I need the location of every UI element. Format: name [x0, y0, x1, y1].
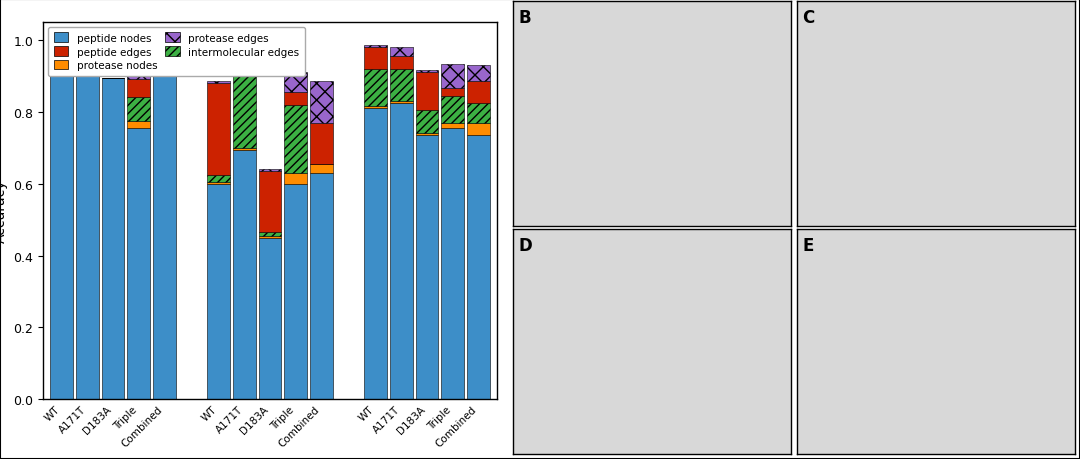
Bar [233, 51, 256, 70]
Bar [364, 109, 387, 399]
Bar [284, 73, 307, 93]
Bar [390, 70, 413, 102]
Bar [416, 71, 438, 73]
Bar [442, 123, 464, 129]
Bar [207, 175, 230, 183]
Text: E: E [802, 236, 814, 254]
Bar [442, 65, 464, 89]
Bar [233, 148, 256, 150]
Bar [258, 172, 282, 233]
Bar [416, 111, 438, 134]
Bar [153, 66, 176, 399]
Bar [102, 78, 124, 399]
Bar [364, 70, 387, 107]
Text: B: B [518, 9, 531, 27]
Bar [310, 174, 333, 399]
Bar [284, 174, 307, 184]
Bar [258, 233, 282, 236]
Bar [310, 164, 333, 174]
Bar [467, 66, 489, 82]
Bar [390, 102, 413, 104]
Bar [284, 93, 307, 106]
Bar [258, 236, 282, 238]
Bar [284, 184, 307, 399]
Bar [467, 104, 489, 123]
Bar [390, 57, 413, 70]
Bar [310, 82, 333, 123]
Bar [364, 107, 387, 109]
Bar [467, 136, 489, 399]
Bar [416, 136, 438, 399]
Y-axis label: Accuracy: Accuracy [0, 179, 8, 243]
Legend: peptide nodes, peptide edges, protease nodes, protease edges, intermolecular edg: peptide nodes, peptide edges, protease n… [49, 28, 305, 77]
Bar [467, 82, 489, 104]
Bar [310, 123, 333, 164]
Text: C: C [802, 9, 814, 27]
Bar [258, 238, 282, 399]
Bar [127, 80, 150, 98]
Bar [416, 134, 438, 136]
Bar [127, 129, 150, 399]
Bar [207, 82, 230, 84]
Bar [127, 122, 150, 129]
Bar [233, 150, 256, 399]
Bar [442, 129, 464, 399]
Bar [76, 53, 98, 399]
Bar [207, 184, 230, 399]
Bar [364, 48, 387, 70]
Bar [442, 96, 464, 123]
Bar [467, 123, 489, 136]
Bar [127, 73, 150, 80]
Bar [442, 89, 464, 96]
Bar [364, 46, 387, 48]
Bar [284, 106, 307, 174]
Bar [416, 73, 438, 111]
Bar [51, 73, 73, 399]
Bar [390, 48, 413, 57]
Bar [127, 98, 150, 122]
Bar [233, 70, 256, 148]
Bar [390, 104, 413, 399]
Bar [258, 170, 282, 172]
Bar [207, 84, 230, 175]
Text: D: D [518, 236, 532, 254]
Bar [207, 183, 230, 184]
